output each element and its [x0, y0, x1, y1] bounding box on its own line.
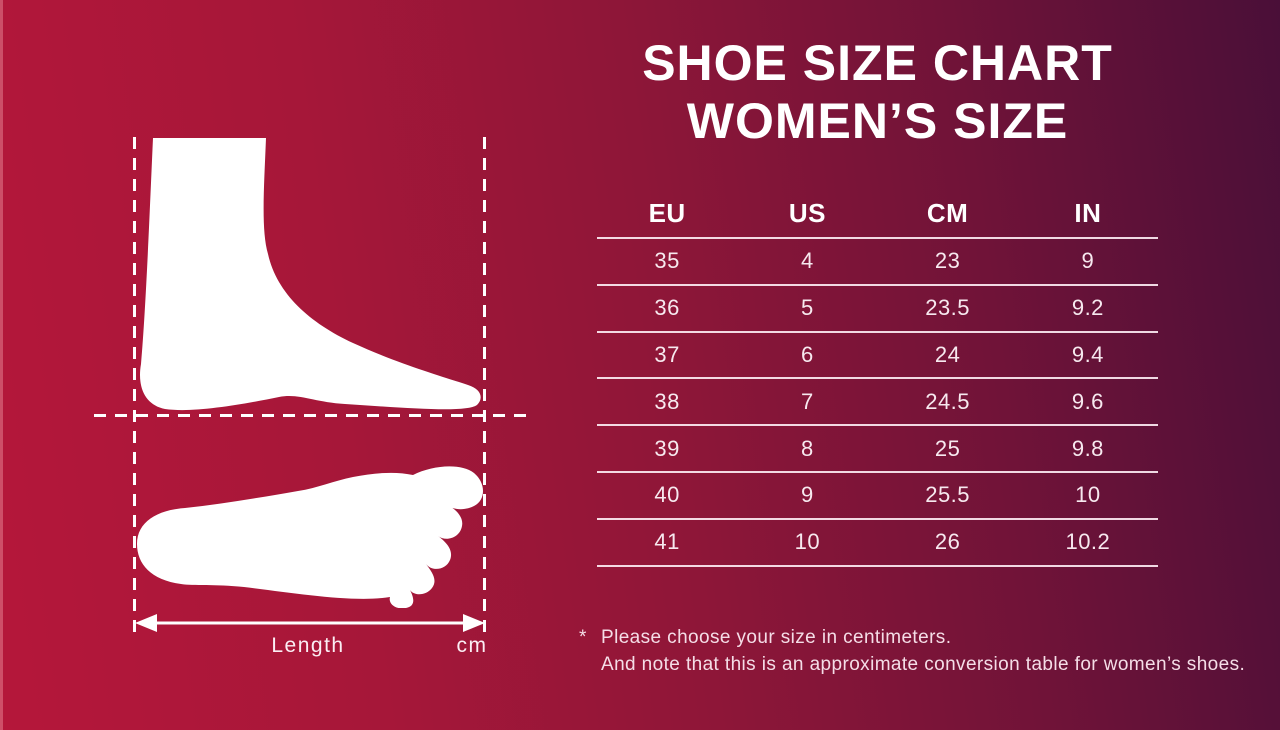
table-cell: 10 [794, 529, 821, 555]
table-cell: 38 [654, 388, 680, 414]
table-cell: 6 [801, 341, 814, 367]
right-dashed-guide [483, 137, 486, 635]
table-cell: 23.5 [925, 295, 971, 321]
length-label: Length [271, 634, 345, 657]
footprint-silhouette-icon [137, 466, 483, 608]
table-cell: 5 [801, 295, 814, 321]
table-cell: 40 [654, 482, 680, 508]
table-row: 41 10 26 10.2 [597, 520, 1158, 567]
table-cell: 9.4 [1071, 341, 1104, 367]
title-line-1: SHOE SIZE CHART [642, 35, 1113, 91]
table-cell: 26 [934, 529, 961, 555]
unit-label: cm [456, 634, 488, 657]
table-cell: 9.8 [1071, 435, 1104, 461]
table-row: 35 4 23 9 [597, 239, 1158, 286]
title-line-2: WOMEN’S SIZE [686, 93, 1069, 149]
table-cell: 7 [801, 388, 814, 414]
table-cell: 35 [654, 248, 680, 274]
footnote-text-1: Please choose your size in centimeters. [601, 627, 952, 648]
table-cell: 9 [1081, 248, 1095, 274]
footnote-line-1: * Please choose your size in centimeters… [579, 625, 1245, 652]
table-cell: 9.2 [1071, 295, 1104, 321]
table-cell: 4 [801, 248, 814, 274]
table-cell: 10 [1075, 482, 1101, 508]
table-cell: 9 [801, 482, 814, 508]
table-header-row: EU US CM IN [597, 190, 1158, 239]
footnote-line-2: And note that this is an approximate con… [579, 652, 1245, 679]
table-row: 37 6 24 9.4 [597, 333, 1158, 380]
table-row: 38 7 24.5 9.6 [597, 379, 1158, 427]
asterisk-marker: * [579, 627, 587, 648]
table-cell: 10.2 [1065, 529, 1111, 555]
column-header-in: IN [1074, 198, 1102, 228]
table-cell: 23 [934, 248, 961, 274]
footnote-text-2: And note that this is an approximate con… [601, 653, 1246, 675]
table-row: 36 5 23.5 9.2 [597, 286, 1158, 333]
table-cell: 36 [654, 295, 680, 321]
table-cell: 25 [934, 435, 961, 461]
foot-side-silhouette-icon [140, 138, 481, 411]
footnote-indent [579, 652, 601, 679]
column-header-us: US [788, 198, 826, 228]
baseline-dashed-guide [94, 414, 526, 417]
length-arrow [135, 614, 485, 632]
table-cell: 37 [654, 341, 680, 367]
table-cell: 39 [654, 435, 680, 461]
table-row: 40 9 25.5 10 [597, 473, 1158, 520]
table-cell: 8 [801, 435, 814, 461]
table-cell: 24 [934, 341, 961, 367]
footnote: * Please choose your size in centimeters… [579, 625, 1245, 678]
table-cell: 9.6 [1071, 388, 1104, 414]
column-header-cm: CM [926, 198, 969, 228]
left-dashed-guide [133, 137, 136, 635]
size-conversion-table: EU US CM IN 35 4 23 9 36 5 23.5 9.2 37 6… [597, 190, 1158, 567]
table-row: 39 8 25 9.8 [597, 426, 1158, 473]
table-cell: 25.5 [925, 482, 971, 508]
page-title: SHOE SIZE CHART WOMEN’S SIZE [590, 34, 1165, 150]
column-header-eu: EU [648, 198, 686, 228]
table-cell: 24.5 [925, 388, 971, 414]
table-cell: 41 [654, 529, 680, 555]
